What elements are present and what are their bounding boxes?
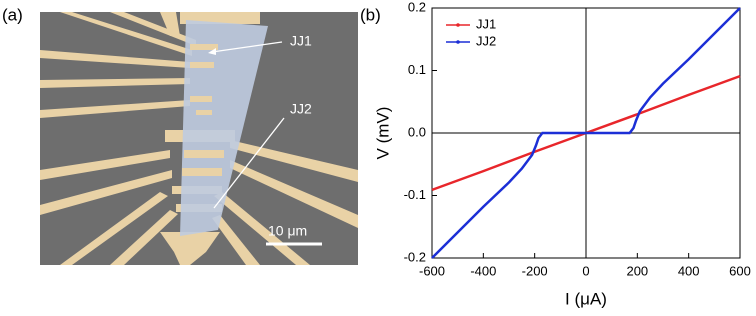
legend-marker [456, 23, 460, 27]
series-line [431, 7, 741, 259]
x-axis-label: I (μA) [565, 289, 607, 308]
x-tick-label: -200 [522, 263, 548, 278]
x-tick-label: -600 [419, 263, 445, 278]
y-axis-label: V (mV) [373, 107, 392, 160]
legend-label: JJ1 [476, 16, 496, 31]
panel-label: (b) [360, 5, 381, 24]
legend-marker [456, 40, 460, 44]
scale-bar-label: 10 μm [268, 223, 307, 239]
y-tick-label: 0.1 [408, 62, 426, 77]
x-tick-label: 400 [678, 263, 700, 278]
annotation: JJ2 [290, 101, 312, 117]
legend-label: JJ2 [476, 33, 496, 48]
y-tick-label: 0.2 [408, 0, 426, 14]
y-tick-label: -0.1 [404, 187, 426, 202]
x-tick-label: 600 [729, 263, 751, 278]
y-tick-label: -0.2 [404, 249, 426, 264]
panel-label: (a) [2, 5, 23, 24]
y-tick-label: 0.0 [408, 124, 426, 139]
x-tick-label: 0 [582, 263, 589, 278]
x-tick-label: -400 [470, 263, 496, 278]
x-tick-label: 200 [626, 263, 648, 278]
micrograph: JJ1 JJ2 10 μm [40, 12, 358, 265]
annotation: JJ1 [290, 33, 312, 49]
